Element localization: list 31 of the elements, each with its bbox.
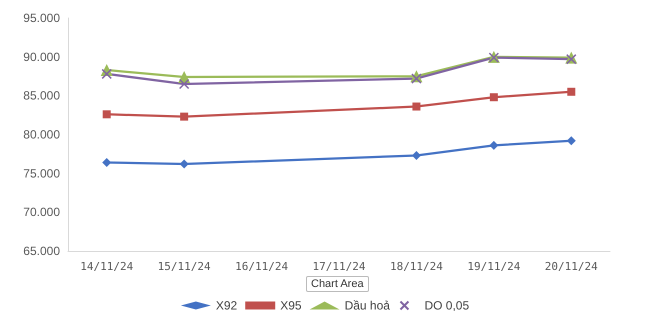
y-tick-label: 90.000 bbox=[23, 50, 60, 64]
y-tick-label: 70.000 bbox=[23, 205, 60, 220]
y-tick-label: 80.000 bbox=[23, 128, 60, 142]
point bbox=[566, 136, 576, 146]
point bbox=[178, 78, 190, 90]
point bbox=[102, 158, 112, 167]
legend-label: X95 bbox=[280, 298, 302, 312]
point bbox=[180, 160, 189, 169]
point bbox=[101, 68, 112, 80]
point bbox=[180, 112, 188, 121]
legend-label: Dầu hoả bbox=[344, 298, 390, 312]
x-tick-label: 15/11/24 bbox=[158, 260, 212, 273]
point bbox=[490, 93, 498, 102]
y-tick-label: 95.000 bbox=[23, 11, 60, 25]
point bbox=[489, 140, 498, 150]
point bbox=[412, 102, 420, 111]
x-tick-label: 18/11/24 bbox=[390, 260, 444, 273]
x-tick-label: 14/11/24 bbox=[80, 260, 134, 273]
y-tick-label: 65.000 bbox=[23, 244, 60, 258]
point bbox=[411, 73, 422, 84]
y-tick-label: 85.000 bbox=[23, 88, 60, 103]
x-tick-label: 17/11/24 bbox=[312, 260, 366, 273]
x-tick-label: 16/11/24 bbox=[235, 260, 288, 273]
point bbox=[567, 88, 576, 96]
legend-label: DO 0,05 bbox=[424, 298, 470, 312]
x-tick-label: 19/11/24 bbox=[467, 260, 521, 273]
x-tick-label: 20/11/24 bbox=[544, 260, 598, 273]
point bbox=[102, 110, 111, 118]
y-tick-label: 75.000 bbox=[23, 166, 60, 180]
text: Chart Area bbox=[306, 276, 369, 292]
legend-label: X92 bbox=[216, 298, 238, 312]
